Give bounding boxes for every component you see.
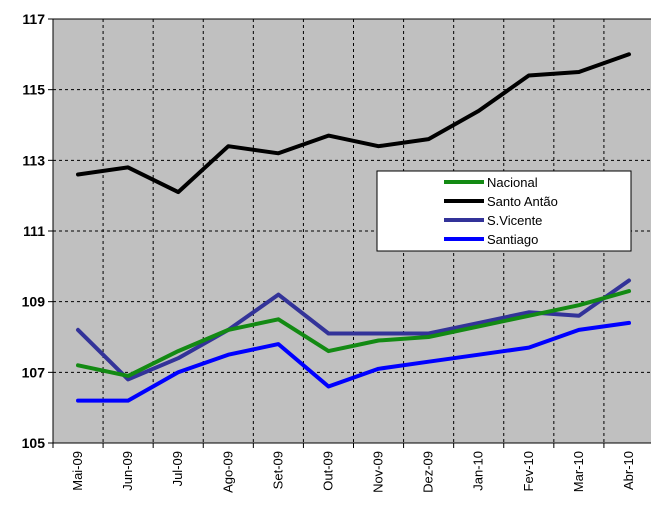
series-line-santo-ant-o — [76, 52, 631, 195]
x-tick-label: Nov-09 — [371, 451, 386, 493]
legend-label: Santiago — [487, 232, 538, 247]
x-tick-label: Fev-10 — [521, 451, 536, 491]
series-line-nacional — [76, 289, 631, 378]
y-tick-label: 113 — [22, 152, 45, 168]
legend-label: Santo Antão — [487, 194, 558, 209]
y-tick-label: 109 — [22, 294, 46, 310]
y-tick-label: 117 — [22, 11, 45, 27]
y-tick-label: 115 — [22, 82, 45, 98]
x-tick-label: Jan-10 — [471, 451, 486, 491]
x-tick-label: Ago-09 — [220, 451, 235, 493]
y-tick-label: 105 — [22, 435, 46, 451]
legend-label: S.Vicente — [487, 213, 542, 228]
y-tick-label: 111 — [23, 223, 45, 239]
x-tick-label: Abr-10 — [621, 451, 636, 490]
y-tick-label: 107 — [22, 364, 46, 380]
legend: Nacional Santo Antão S.Vicente Santiago — [376, 170, 632, 252]
series-line-santiago — [76, 320, 631, 403]
legend-label: Nacional — [487, 175, 538, 190]
x-tick-label: Mar-10 — [571, 451, 586, 492]
x-tick-label: Jul-09 — [170, 451, 185, 486]
x-tick-label: Dez-09 — [421, 451, 436, 493]
x-tick-label: Out-09 — [320, 451, 335, 491]
x-tick-label: Set-09 — [270, 451, 285, 489]
legend-box — [376, 170, 632, 252]
axes: 105 107 109 111 113 115 117 Mai-09 Jun-09 Jul-09 A… — [22, 11, 636, 493]
x-tick-label: Mai-09 — [70, 451, 85, 491]
series-lines — [76, 52, 631, 403]
x-tick-label: Jun-09 — [120, 451, 135, 491]
